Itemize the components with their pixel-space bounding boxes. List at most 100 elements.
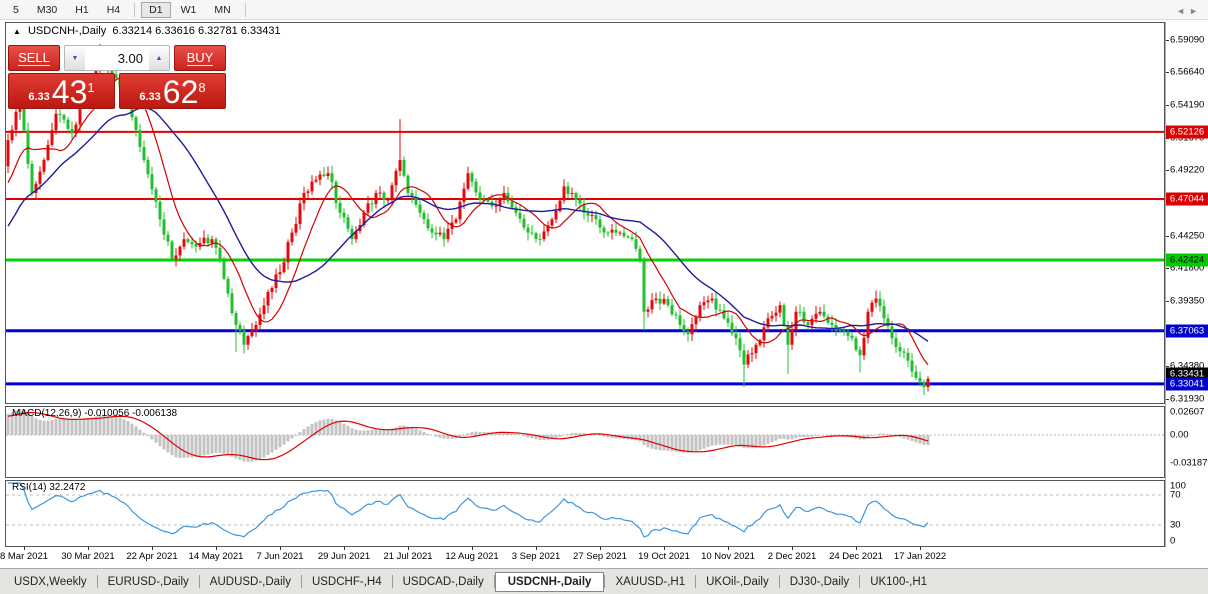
tab-xauusd-h1[interactable]: XAUUSD-,H1	[615, 575, 686, 588]
candle-body	[30, 164, 34, 193]
macd-bar	[718, 435, 722, 445]
candle-body	[706, 300, 710, 303]
candle-body	[614, 229, 618, 233]
timeframe-button-w1[interactable]: W1	[180, 3, 197, 16]
candle-body	[114, 74, 118, 79]
tab-eurusd-daily[interactable]: EURUSD-,Daily	[107, 575, 189, 588]
candle-body	[170, 241, 174, 259]
macd-bar	[294, 435, 298, 436]
timeframe-button-mn[interactable]: MN	[214, 3, 231, 16]
macd-bar	[810, 435, 814, 437]
tab-dj30-daily[interactable]: DJ30-,Daily	[789, 575, 850, 588]
collapse-arrow-icon[interactable]: ▲	[13, 27, 21, 36]
volume-input[interactable]	[85, 46, 149, 70]
date-axis[interactable]: 8 Mar 2021 30 Mar 2021 22 Apr 2021 14 May 2…	[0, 547, 1165, 567]
candle-body	[578, 200, 582, 204]
candle-body	[806, 322, 810, 325]
tab-usdx-weekly[interactable]: USDX,Weekly	[14, 575, 87, 588]
macd-bar	[302, 428, 306, 435]
panel-splitter-rsi[interactable]	[5, 477, 1165, 481]
volume-decrease-icon[interactable]: ▼	[65, 46, 85, 70]
timeframe-button-d1[interactable]: D1	[141, 1, 171, 18]
macd-bar	[574, 432, 578, 435]
candle-body	[606, 232, 610, 234]
candles-layer[interactable]	[6, 43, 930, 395]
tab-audusd-daily[interactable]: AUDUSD-,Daily	[209, 575, 291, 588]
volume-increase-icon[interactable]: ▲	[149, 46, 169, 70]
date-axis-tick	[536, 547, 537, 550]
price-axis-label: 6.34380	[1170, 360, 1205, 372]
macd-bar	[778, 435, 782, 440]
ask-price-box[interactable]: 6.33 62 8	[119, 73, 226, 109]
candle-body	[514, 207, 518, 213]
candle-body	[338, 202, 342, 213]
tab-ukoil-daily[interactable]: UKOil-,Daily	[706, 575, 769, 588]
panel-splitter-macd[interactable]	[5, 403, 1165, 407]
macd-bar	[386, 429, 390, 435]
candle-body	[190, 242, 194, 245]
macd-bar	[114, 416, 118, 435]
macd-bar	[58, 418, 62, 435]
price-axis-label: 6.31930	[1170, 393, 1205, 404]
candle-body	[590, 215, 594, 217]
macd-bar	[206, 435, 210, 455]
candle-body	[62, 114, 66, 120]
candle-body	[746, 354, 750, 365]
tab-scroll-right-icon[interactable]: ►	[1189, 6, 1202, 16]
macd-bar	[234, 435, 238, 459]
tab-scroll-arrows[interactable]: ◄►	[1176, 6, 1202, 16]
tab-usdcad-daily[interactable]: USDCAD-,Daily	[402, 575, 484, 588]
candle-body	[786, 325, 790, 345]
candle-body	[386, 199, 390, 201]
price-axis-label: 6.56640	[1170, 66, 1205, 78]
price-axis[interactable]: 6.590906.566406.541906.516706.492206.467…	[1166, 22, 1208, 547]
sell-button[interactable]: SELL	[8, 45, 60, 71]
candle-body	[302, 192, 306, 204]
bid-big-digits: 43	[51, 74, 88, 110]
macd-bar	[410, 427, 414, 435]
candle-body	[510, 201, 514, 208]
macd-bar	[178, 435, 182, 458]
tab-uk100-h1[interactable]: UK100-,H1	[870, 575, 928, 588]
candle-body	[618, 232, 622, 234]
timeframe-button-5[interactable]: 5	[13, 3, 19, 16]
macd-bar	[30, 415, 34, 435]
macd-bar	[46, 420, 50, 435]
date-axis-tick	[344, 547, 345, 550]
macd-bar	[462, 435, 466, 436]
hline-price-label: 6.52126	[1166, 125, 1208, 139]
price-axis-tick	[1166, 235, 1169, 237]
candle-body	[562, 186, 566, 201]
macd-bar	[878, 433, 882, 435]
macd-bar	[786, 435, 790, 440]
date-axis-tick	[664, 547, 665, 550]
macd-bar	[494, 433, 498, 435]
macd-bar	[746, 435, 750, 449]
candle-body	[890, 326, 894, 339]
price-axis-tick	[1166, 170, 1169, 172]
timeframe-button-m30[interactable]: M30	[36, 3, 58, 16]
candle-body	[906, 352, 910, 361]
tab-usdchf-h4[interactable]: USDCHF-,H4	[311, 575, 382, 588]
candle-body	[438, 232, 442, 235]
timeframe-button-h4[interactable]: H4	[106, 3, 121, 16]
candle-body	[526, 227, 530, 233]
candle-body	[858, 349, 862, 356]
tab-scroll-left-icon[interactable]: ◄	[1176, 6, 1190, 16]
macd-bar	[550, 435, 554, 440]
timeframe-button-h1[interactable]: H1	[75, 3, 89, 16]
buy-button[interactable]: BUY	[174, 45, 226, 71]
candle-body	[406, 175, 410, 193]
tab-usdcnh-daily[interactable]: USDCNH-,Daily	[494, 571, 605, 592]
macd-bar	[182, 435, 186, 458]
bid-price-box[interactable]: 6.33 43 1	[8, 73, 115, 109]
candle-body	[26, 130, 30, 165]
macd-bar	[570, 433, 574, 435]
candle-body	[702, 302, 706, 306]
macd-bar	[98, 415, 102, 435]
candle-body	[374, 192, 378, 204]
macd-bar	[390, 428, 394, 435]
date-axis-tick	[280, 547, 281, 550]
